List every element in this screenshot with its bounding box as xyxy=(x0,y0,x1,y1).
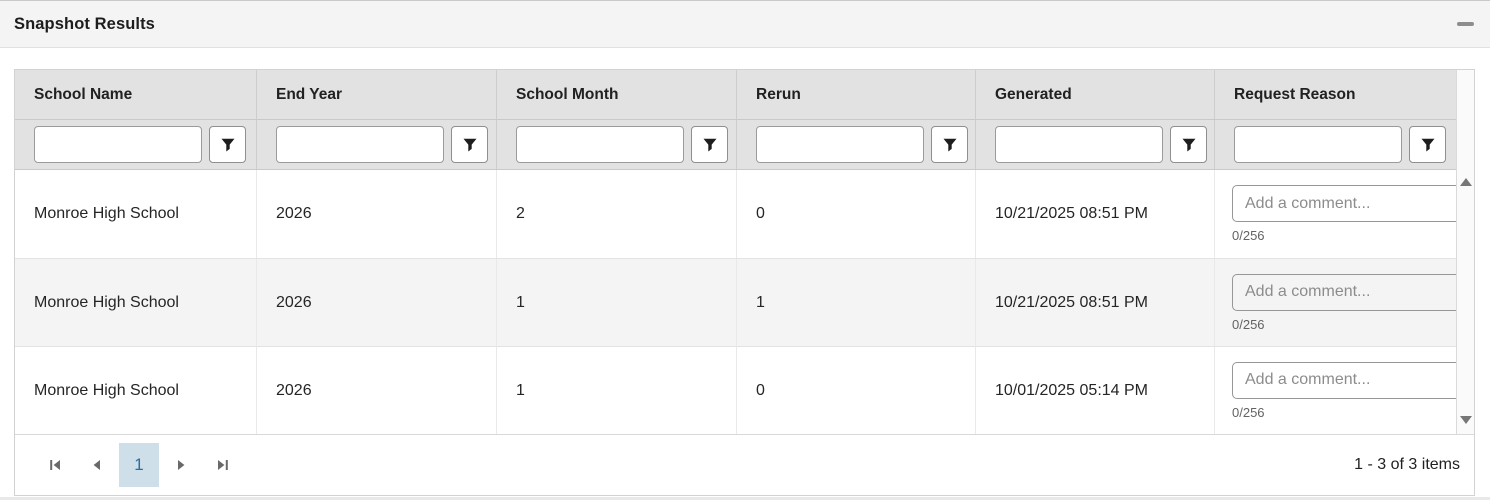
column-header-request-reason[interactable]: Request Reason xyxy=(1214,70,1456,119)
table-row[interactable]: Monroe High School 2026 1 1 10/21/2025 0… xyxy=(15,258,1456,346)
cell-request-reason: 0/256 xyxy=(1214,259,1456,346)
filter-cell-request-reason xyxy=(1214,120,1456,169)
column-header-generated[interactable]: Generated xyxy=(975,70,1214,119)
pager-previous-page-button[interactable] xyxy=(81,449,113,481)
snapshot-results-grid: School Name End Year School Month Rerun … xyxy=(14,69,1475,496)
filter-input-request-reason[interactable] xyxy=(1234,126,1402,163)
filter-button-generated[interactable] xyxy=(1170,126,1207,163)
filter-input-rerun[interactable] xyxy=(756,126,924,163)
scroll-down-arrow-icon[interactable] xyxy=(1460,416,1472,424)
pager-page-1-button[interactable]: 1 xyxy=(119,443,159,487)
filter-input-generated[interactable] xyxy=(995,126,1163,163)
funnel-icon xyxy=(943,138,956,151)
cell-school-name: Monroe High School xyxy=(34,205,179,222)
cell-generated: 10/01/2025 05:14 PM xyxy=(975,347,1214,434)
column-header-end-year[interactable]: End Year xyxy=(256,70,496,119)
funnel-icon xyxy=(463,138,476,151)
cell-rerun: 0 xyxy=(736,170,975,258)
funnel-icon xyxy=(1182,138,1195,151)
filter-input-end-year[interactable] xyxy=(276,126,444,163)
scroll-up-arrow-icon[interactable] xyxy=(1460,178,1472,186)
column-header-school-month[interactable]: School Month xyxy=(496,70,736,119)
filter-input-school-month[interactable] xyxy=(516,126,684,163)
cell-school-name: Monroe High School xyxy=(34,293,179,311)
first-page-icon xyxy=(50,460,60,470)
minus-icon xyxy=(1456,22,1474,26)
filter-button-end-year[interactable] xyxy=(451,126,488,163)
filter-input-school-name[interactable] xyxy=(34,126,202,163)
cell-request-reason: 0/256 xyxy=(1214,170,1456,258)
collapse-button[interactable] xyxy=(1453,12,1477,36)
filter-cell-school-name xyxy=(15,120,256,169)
comment-input[interactable] xyxy=(1232,361,1456,399)
pager-last-page-button[interactable] xyxy=(207,449,239,481)
cell-generated: 10/21/2025 08:51 PM xyxy=(975,259,1214,346)
filter-cell-school-month xyxy=(496,120,736,169)
funnel-icon xyxy=(221,138,234,151)
cell-rerun: 0 xyxy=(736,347,975,434)
pager-items-summary: 1 - 3 of 3 items xyxy=(1354,456,1460,473)
funnel-icon xyxy=(703,138,716,151)
previous-page-icon xyxy=(93,460,100,470)
pager-first-page-button[interactable] xyxy=(39,449,71,481)
grid-header-row: School Name End Year School Month Rerun … xyxy=(15,70,1456,120)
cell-school-month: 1 xyxy=(496,347,736,434)
cell-school-name: Monroe High School xyxy=(34,381,179,399)
funnel-icon xyxy=(1421,138,1434,151)
filter-cell-generated xyxy=(975,120,1214,169)
filter-cell-end-year xyxy=(256,120,496,169)
filter-button-school-name[interactable] xyxy=(209,126,246,163)
pager: 1 1 - 3 of 3 items xyxy=(15,434,1474,495)
cell-generated: 10/21/2025 08:51 PM xyxy=(975,170,1214,258)
last-page-icon xyxy=(218,460,228,470)
filter-cell-rerun xyxy=(736,120,975,169)
cell-end-year: 2026 xyxy=(256,259,496,346)
pager-next-page-button[interactable] xyxy=(165,449,197,481)
cell-request-reason: 0/256 xyxy=(1214,347,1456,434)
comment-input[interactable] xyxy=(1232,185,1456,222)
filter-button-rerun[interactable] xyxy=(931,126,968,163)
cell-school-month: 1 xyxy=(496,259,736,346)
cell-end-year: 2026 xyxy=(256,347,496,434)
comment-char-counter: 0/256 xyxy=(1232,404,1265,420)
cell-rerun: 1 xyxy=(736,259,975,346)
filter-button-school-month[interactable] xyxy=(691,126,728,163)
comment-input[interactable] xyxy=(1232,273,1456,311)
table-row[interactable]: Monroe High School 2026 2 0 10/21/2025 0… xyxy=(15,170,1456,258)
vertical-scrollbar[interactable] xyxy=(1456,70,1474,434)
column-header-school-name[interactable]: School Name xyxy=(34,85,133,103)
table-row[interactable]: Monroe High School 2026 1 0 10/01/2025 0… xyxy=(15,346,1456,434)
comment-char-counter: 0/256 xyxy=(1232,316,1265,332)
cell-school-month: 2 xyxy=(496,170,736,258)
cell-end-year: 2026 xyxy=(256,170,496,258)
panel-header: Snapshot Results xyxy=(0,1,1490,48)
next-page-icon xyxy=(178,460,185,470)
comment-char-counter: 0/256 xyxy=(1232,228,1265,243)
grid-filter-row xyxy=(15,120,1456,170)
panel-title: Snapshot Results xyxy=(14,14,155,33)
column-header-rerun[interactable]: Rerun xyxy=(736,70,975,119)
filter-button-request-reason[interactable] xyxy=(1409,126,1446,163)
